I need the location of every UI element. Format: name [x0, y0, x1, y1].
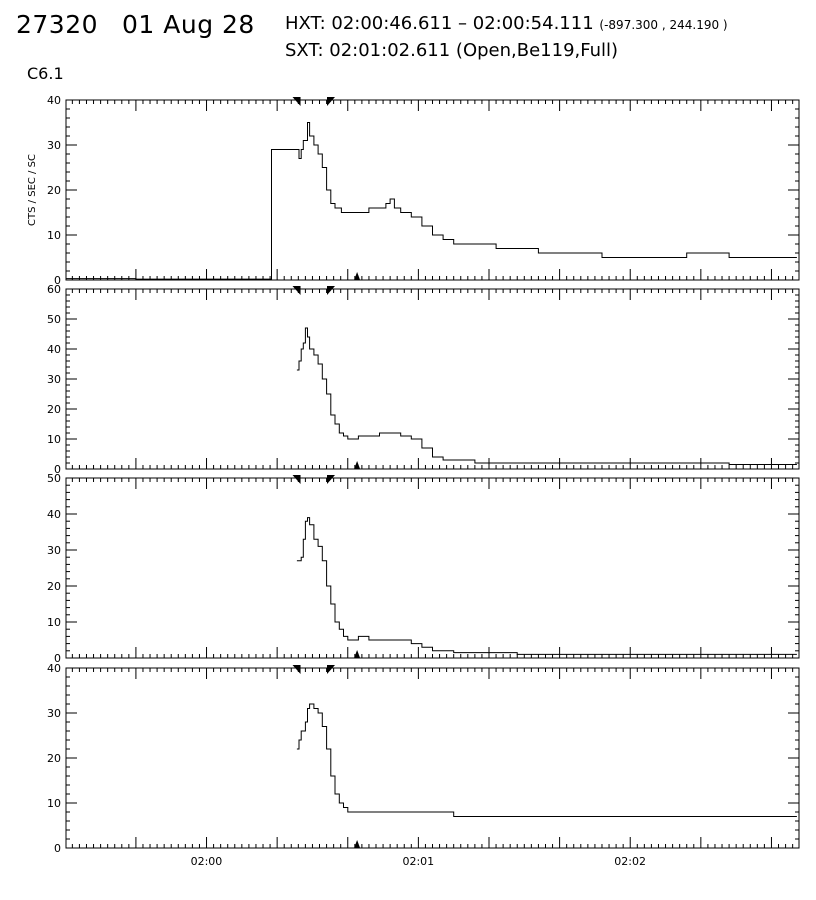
sxt-time-marker	[354, 272, 361, 280]
y-tick-label: 60	[47, 283, 61, 296]
y-tick-label: 40	[47, 508, 61, 521]
sxt-time-marker	[354, 840, 361, 848]
panel-4-frame	[65, 667, 800, 849]
y-tick-label: 0	[54, 274, 61, 287]
y-tick-label: 40	[47, 94, 61, 107]
x-tick-label: 02:01	[402, 855, 434, 868]
sxt-info: (Open,Be119,Full)	[455, 40, 619, 61]
y-tick-label: 20	[47, 580, 61, 593]
hxt-line: HXT: 02:00:46.611 – 02:00:54.111 (-897.3…	[285, 13, 728, 34]
hxt-label: HXT:	[285, 13, 326, 34]
event-id: 27320	[16, 10, 99, 39]
hxt-start-marker	[292, 475, 301, 484]
y-tick-label: 50	[47, 472, 61, 485]
sxt-time-marker	[354, 461, 361, 469]
y-tick-label: 20	[47, 752, 61, 765]
y-tick-label: 30	[47, 707, 61, 720]
x-tick-label: 02:00	[191, 855, 223, 868]
sxt-time-marker	[354, 650, 361, 658]
y-tick-label: 0	[54, 652, 61, 665]
y-tick-label: 40	[47, 662, 61, 675]
hxt-end-marker	[326, 665, 335, 674]
panel-1-series-1-line	[66, 122, 797, 280]
hxt-end-marker	[326, 97, 335, 106]
panel-2-frame	[65, 288, 800, 470]
y-tick-label: 40	[47, 343, 61, 356]
y-tick-label: 30	[47, 544, 61, 557]
hxt-coords: (-897.300 , 244.190 )	[599, 18, 728, 32]
y-tick-label: 10	[47, 433, 61, 446]
hxt-start-marker	[292, 97, 301, 106]
y-tick-label: 0	[54, 842, 61, 855]
hxt-range: 02:00:46.611 – 02:00:54.111	[331, 13, 594, 34]
sxt-line: SXT: 02:01:02.611 (Open,Be119,Full)	[285, 40, 618, 61]
panel-2-series-1-line	[296, 327, 797, 465]
y-axis-label: CTS / SEC / SC	[27, 154, 38, 226]
panel-3-series-1-line	[296, 517, 797, 655]
x-tick-label: 02:02	[614, 855, 646, 868]
y-tick-label: 10	[47, 616, 61, 629]
hxt-end-marker	[326, 475, 335, 484]
y-tick-label: 30	[47, 373, 61, 386]
hxt-end-marker	[326, 286, 335, 295]
sxt-time: 02:01:02.611	[329, 40, 451, 61]
goes-class: C6.1	[27, 64, 64, 83]
y-tick-label: 30	[47, 139, 61, 152]
y-tick-label: 20	[47, 184, 61, 197]
event-date: 01 Aug 28	[122, 10, 255, 39]
panel-3-frame	[65, 477, 800, 659]
hxt-start-marker	[292, 286, 301, 295]
y-tick-label: 50	[47, 313, 61, 326]
hxt-start-marker	[292, 665, 301, 674]
sxt-label: SXT:	[285, 40, 324, 61]
y-tick-label: 10	[47, 229, 61, 242]
y-tick-label: 0	[54, 463, 61, 476]
y-tick-label: 10	[47, 797, 61, 810]
panel-4-series-1-line	[296, 703, 797, 817]
y-tick-label: 20	[47, 403, 61, 416]
